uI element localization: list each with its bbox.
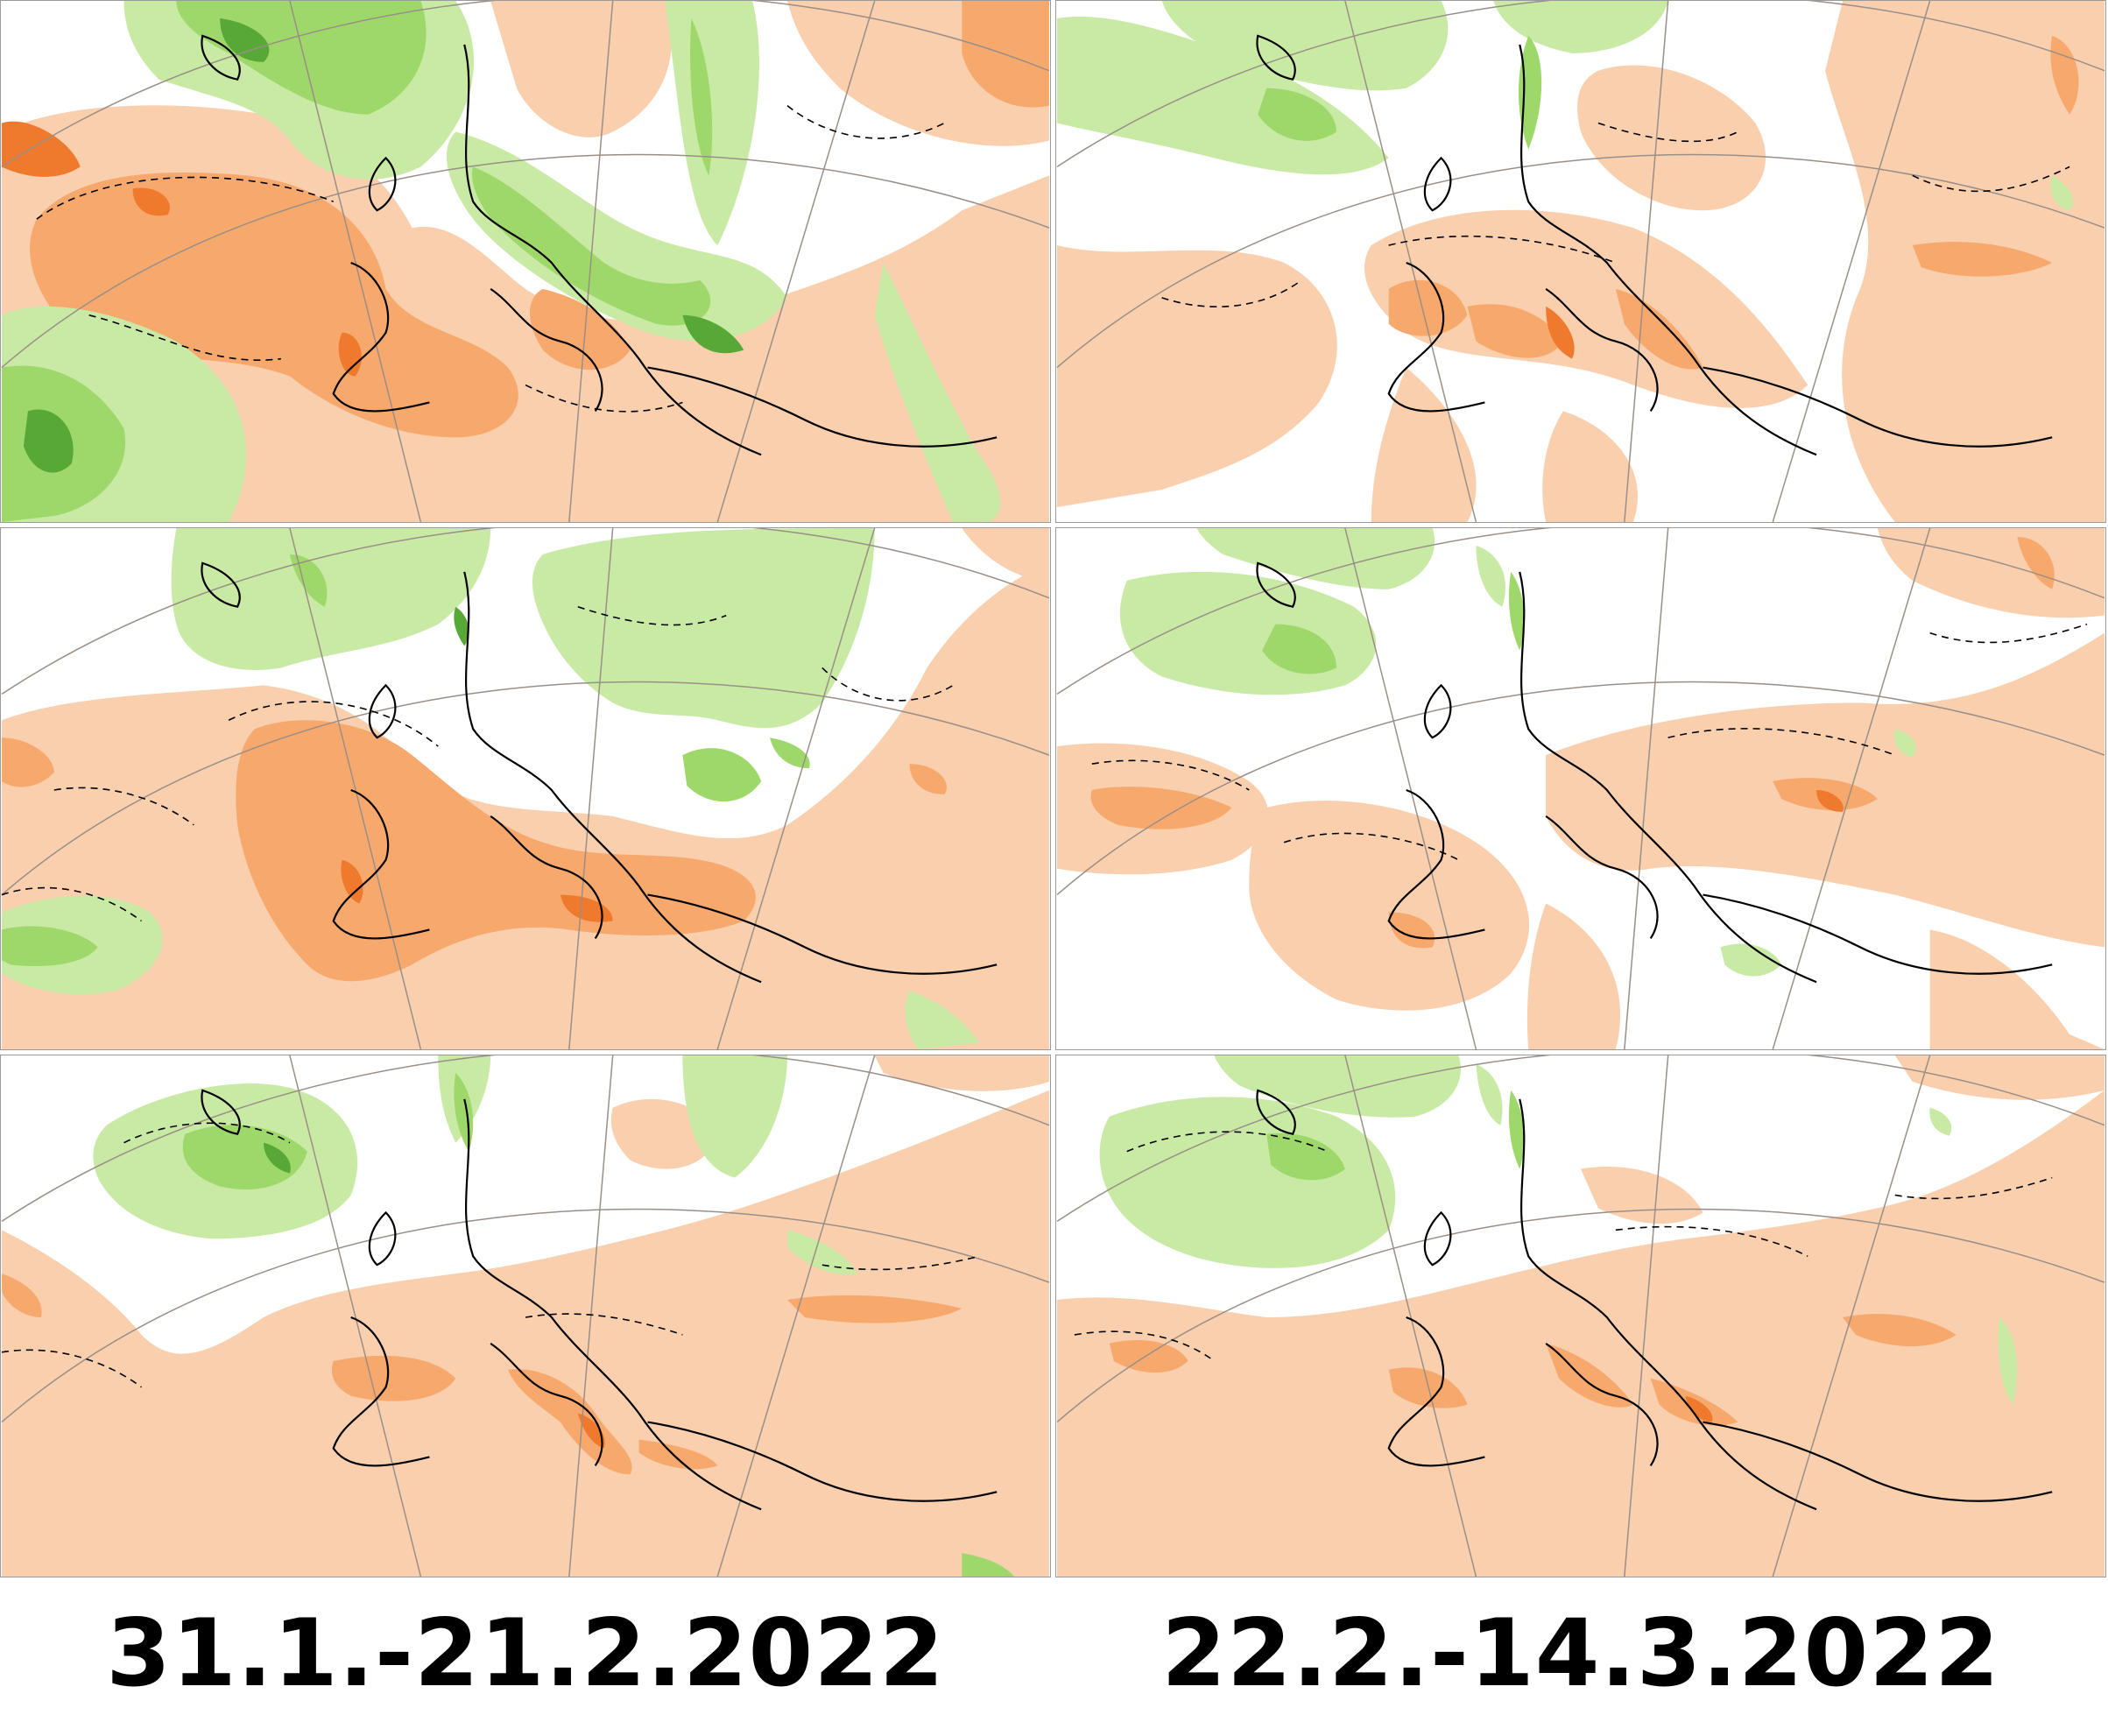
negative-anomaly-dark — [23, 18, 744, 473]
dashed-contours — [1, 605, 954, 922]
graticule-lines — [1, 1, 1050, 522]
positive-anomaly-dark — [341, 859, 613, 922]
graticule-lines — [1, 528, 1050, 1049]
graticule-lines — [1056, 1055, 2105, 1577]
negative-anomaly-mid — [1262, 571, 1525, 674]
coastlines — [201, 1089, 998, 1511]
anomaly-map — [1056, 1, 2105, 522]
map-grid — [0, 0, 2106, 1577]
anomaly-map — [1, 528, 1050, 1049]
negative-anomaly-dark — [454, 606, 469, 646]
coastlines — [201, 34, 998, 456]
positive-anomaly-dark — [1685, 1395, 1713, 1422]
map-panel-left-middle — [0, 527, 1051, 1050]
graticule-lines — [1056, 1, 2105, 522]
positive-anomaly-mid — [1090, 536, 2055, 949]
negative-anomaly-dark — [264, 1142, 291, 1174]
map-panel-left-bottom — [0, 1055, 1051, 1577]
dashed-contours — [1091, 623, 2088, 861]
negative-anomaly-mid — [182, 1072, 1015, 1577]
map-panel-right-middle — [1055, 527, 2106, 1050]
graticule-lines — [1056, 528, 2105, 1049]
coastlines — [201, 561, 998, 984]
map-panel-left-top — [0, 0, 1051, 523]
coastlines — [1256, 561, 2053, 984]
positive-anomaly-light — [2, 528, 1049, 1049]
graticule-lines — [1, 1055, 1050, 1577]
positive-anomaly-mid — [2, 720, 947, 982]
dashed-contours — [1074, 1131, 2053, 1362]
positive-anomaly-dark — [1546, 306, 1575, 359]
coastlines — [1256, 34, 2053, 456]
period-label-left: 31.1.-21.2.2022 — [106, 1599, 945, 1707]
anomaly-map — [1, 1, 1050, 522]
positive-anomaly-dark — [1816, 789, 1844, 812]
anomaly-map — [1056, 1055, 2105, 1577]
positive-anomaly-mid — [1388, 35, 2079, 370]
dashed-contours — [36, 104, 945, 413]
positive-anomaly-dark — [2, 121, 362, 377]
positive-anomaly-light — [1057, 1055, 2104, 1577]
period-label-right: 22.2.-14.3.2022 — [1161, 1599, 2000, 1707]
map-panel-right-top — [1055, 0, 2106, 523]
anomaly-map — [1056, 528, 2105, 1049]
anomaly-map — [1, 1055, 1050, 1577]
map-panel-right-bottom — [1055, 1055, 2106, 1577]
coastlines — [1256, 1089, 2053, 1511]
dashed-contours — [1161, 122, 2070, 308]
positive-anomaly-mid — [1109, 1314, 1956, 1426]
negative-anomaly-light — [1099, 1055, 2018, 1405]
negative-anomaly-mid — [1258, 35, 1542, 150]
negative-anomaly-mid — [2, 554, 810, 967]
dashed-contours — [1, 1122, 980, 1388]
negative-anomaly-mid — [1266, 1090, 1525, 1181]
positive-anomaly-light — [1057, 1, 2104, 522]
positive-anomaly-dark — [577, 1413, 605, 1449]
